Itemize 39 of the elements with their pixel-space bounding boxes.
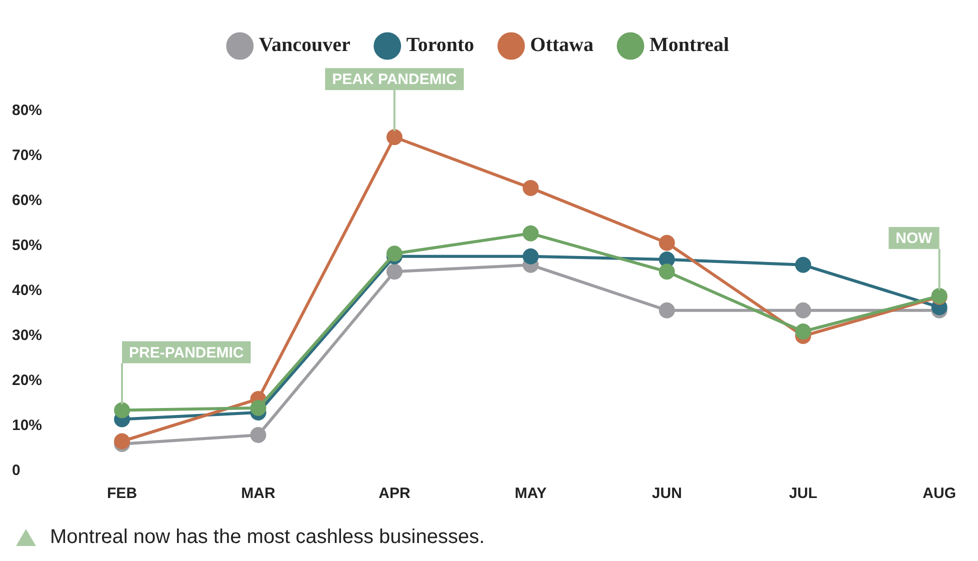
x-tick-label: AUG bbox=[922, 485, 956, 502]
point bbox=[795, 324, 812, 340]
annotation: PEAK PANDEMIC bbox=[332, 71, 457, 88]
x-tick-label: MAY bbox=[514, 485, 547, 502]
point bbox=[658, 302, 675, 318]
point bbox=[522, 225, 539, 242]
y-tick-label: 50% bbox=[12, 237, 42, 254]
point bbox=[386, 264, 402, 280]
x-tick-label: JUN bbox=[652, 485, 682, 502]
point bbox=[114, 433, 130, 450]
y-tick-label: 60% bbox=[12, 192, 42, 210]
x-tick-label: APR bbox=[378, 485, 410, 502]
point bbox=[114, 402, 130, 418]
y-tick-label: 30% bbox=[12, 327, 42, 344]
point bbox=[522, 248, 539, 264]
point bbox=[795, 302, 812, 318]
legend-label: Vancouver bbox=[258, 34, 350, 56]
legend-label: Ottawa bbox=[530, 34, 594, 56]
x-tick-label: FEB bbox=[107, 485, 138, 502]
x-tick-label: MAR bbox=[241, 485, 276, 502]
legend-label: Montreal bbox=[650, 34, 730, 56]
point bbox=[386, 129, 402, 146]
y-tick-label: 80% bbox=[12, 102, 42, 120]
x-tick-label: JUL bbox=[788, 485, 818, 502]
point bbox=[250, 427, 266, 443]
y-tick-label: 40% bbox=[12, 282, 42, 300]
point bbox=[250, 400, 266, 416]
legend-label: Toronto bbox=[406, 34, 474, 56]
point bbox=[522, 180, 539, 196]
annotation: PRE-PANDEMIC bbox=[129, 344, 244, 362]
point bbox=[658, 264, 675, 280]
y-tick-label: 10% bbox=[12, 417, 42, 434]
point bbox=[795, 256, 812, 273]
text: Montreal now has the most cashless businesses. bbox=[50, 526, 485, 549]
y-tick-label: 20% bbox=[12, 372, 42, 390]
annotation: NOW bbox=[896, 230, 934, 248]
y-tick-label: 0 bbox=[12, 462, 20, 480]
point bbox=[658, 234, 675, 251]
y-tick-label: 70% bbox=[12, 147, 42, 164]
